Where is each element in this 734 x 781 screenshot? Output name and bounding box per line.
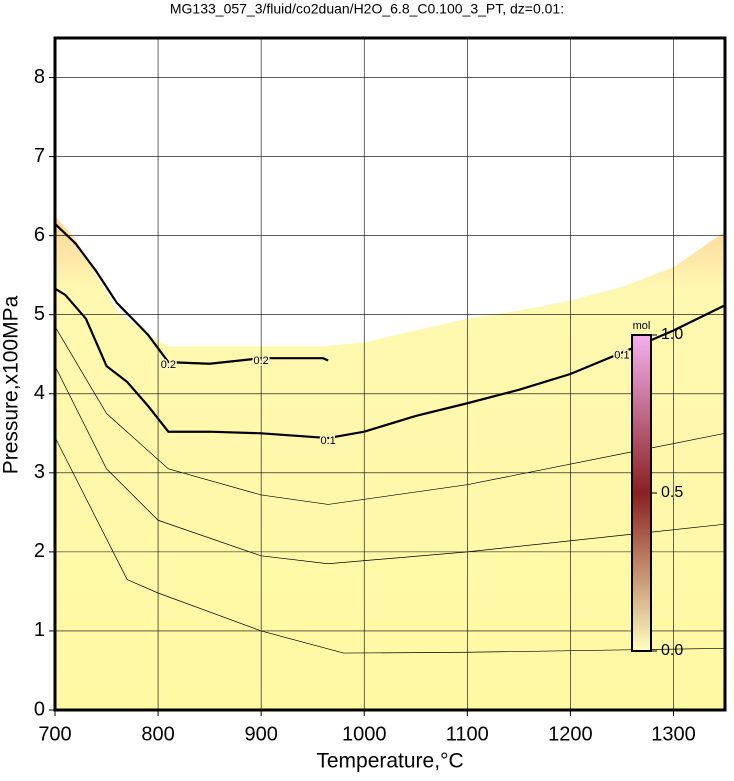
colorbar-tick-label: 0.5 — [661, 484, 683, 501]
contour-line — [54, 326, 726, 505]
field-fill — [55, 215, 725, 710]
x-tick-label: 700 — [38, 723, 71, 745]
contour-line — [54, 365, 726, 565]
y-tick-label: 5 — [34, 303, 45, 325]
contour-label: 0.1 — [614, 350, 629, 362]
y-axis-label: Pressure,x100MPa — [0, 295, 23, 474]
y-tick-label: 1 — [34, 619, 45, 641]
contour-label: 0.2 — [254, 355, 269, 367]
x-axis-label: Temperature,°C — [316, 750, 463, 773]
x-tick-label: 900 — [244, 723, 277, 745]
y-tick-label: 7 — [34, 145, 45, 167]
x-tick-label: 800 — [141, 723, 174, 745]
x-tick-label: 1300 — [651, 723, 696, 745]
chart-title: MG133_057_3/fluid/co2duan/H2O_6.8_C0.100… — [170, 1, 564, 17]
colorbar — [631, 334, 652, 652]
x-tick-label: 1100 — [446, 723, 489, 745]
colorbar-tick-label: 0.0 — [661, 642, 683, 659]
contour-line — [54, 222, 329, 365]
y-tick-label: 8 — [34, 66, 45, 88]
x-tick-label: 1000 — [342, 723, 387, 745]
y-tick-label: 0 — [34, 698, 45, 720]
y-tick-label: 4 — [34, 382, 45, 404]
y-tick-label: 2 — [34, 540, 45, 562]
colorbar-label: mol — [633, 320, 651, 332]
x-tick-label: 1200 — [548, 723, 593, 745]
plot-frame — [53, 36, 727, 712]
contour-line — [54, 287, 726, 440]
y-tick-label: 6 — [34, 224, 45, 246]
y-tick-label: 3 — [34, 461, 45, 483]
contour-line — [54, 437, 726, 654]
contour-label: 0.1 — [321, 435, 336, 447]
contour-label: 0.2 — [161, 359, 176, 371]
colorbar-tick-label: 1.0 — [661, 326, 683, 343]
